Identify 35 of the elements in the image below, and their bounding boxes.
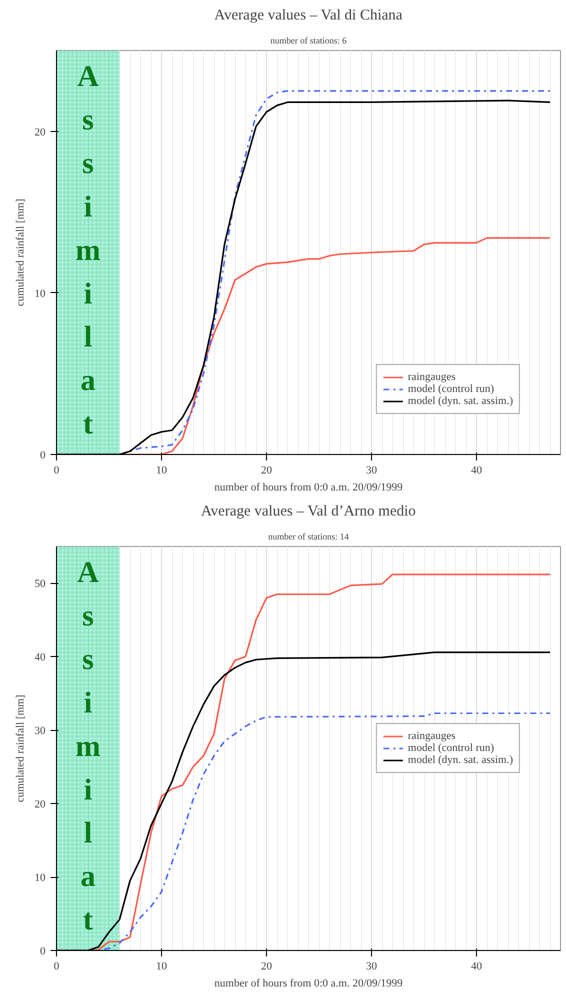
- y-tick-label: 20: [34, 126, 46, 138]
- y-tick-label: 30: [34, 725, 46, 738]
- chart-title: Average values – Val di Chiana: [214, 8, 403, 24]
- legend-label: raingauges: [408, 730, 456, 742]
- x-tick-label: 10: [156, 464, 168, 476]
- legend-label: model (control run): [408, 383, 494, 395]
- x-tick-label: 10: [156, 960, 168, 972]
- legend-label: model (dyn. sat. assim.): [408, 395, 513, 407]
- legend-label: model (control run): [408, 742, 494, 754]
- legend-label: model (dyn. sat. assim.): [408, 754, 513, 766]
- x-tick-label: 0: [54, 464, 60, 476]
- x-tick-label: 0: [54, 960, 60, 972]
- x-tick-label: 40: [471, 960, 482, 972]
- y-tick-label: 50: [34, 578, 46, 590]
- text: Assimilat: [76, 60, 101, 441]
- y-tick-label: 10: [34, 872, 46, 884]
- chart-title: Average values – Val d’Arno medio: [200, 504, 416, 520]
- y-tick-label: 0: [40, 946, 46, 958]
- x-tick-label: 30: [366, 464, 378, 476]
- y-tick-label: 40: [34, 652, 46, 664]
- chart-subtitle: number of stations: 14: [268, 532, 350, 542]
- y-tick-label: 0: [40, 450, 46, 462]
- x-tick-label: 40: [471, 464, 482, 476]
- y-axis-title: cumulated rainfall [mm]: [14, 694, 26, 802]
- y-tick-label: 20: [34, 798, 46, 811]
- y-axis-title: cumulated rainfall [mm]: [14, 198, 26, 306]
- chart-subtitle: number of stations: 6: [270, 36, 348, 46]
- x-tick-label: 20: [261, 464, 272, 476]
- text: Assimilat: [76, 556, 101, 937]
- x-tick-label: 30: [366, 960, 378, 972]
- x-tick-label: 20: [261, 960, 272, 972]
- x-axis-title: number of hours from 0:0 a.m. 20/09/1999: [214, 978, 404, 990]
- legend-label: raingauges: [408, 371, 456, 383]
- y-tick-label: 10: [34, 288, 46, 300]
- x-axis-title: number of hours from 0:0 a.m. 20/09/1999: [214, 482, 404, 494]
